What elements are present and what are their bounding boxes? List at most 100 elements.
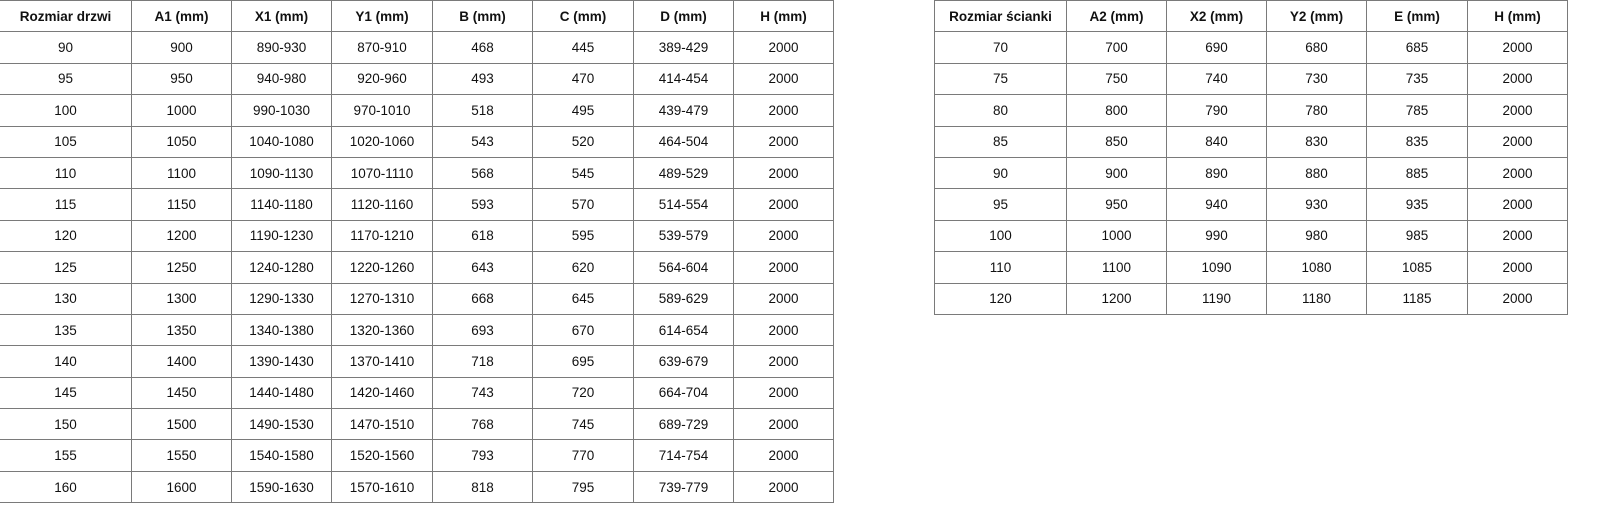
column-header: E (mm)	[1366, 0, 1468, 33]
table-cell: 130	[0, 282, 132, 315]
table-cell: 668	[432, 282, 533, 315]
table-cell: 100	[934, 219, 1067, 253]
table-cell: 1440-1480	[231, 376, 332, 410]
table-row: 160 1600 1590-1630 1570-1610 818 795 739-779 20…	[0, 470, 834, 504]
table-row: 95 950 940 930 935 2000	[934, 188, 1568, 221]
table-cell: 2000	[1467, 125, 1568, 158]
table-cell: 743	[432, 376, 533, 410]
table-cell: 935	[1366, 188, 1468, 221]
table-cell: 1450	[131, 376, 232, 410]
table-cell: 2000	[1467, 94, 1568, 127]
table-cell: 1320-1360	[331, 313, 433, 347]
table-cell: 2000	[733, 470, 834, 504]
table-cell: 1000	[131, 94, 232, 127]
column-header: A2 (mm)	[1066, 0, 1167, 33]
table-cell: 1090	[1166, 251, 1267, 284]
table-cell: 645	[532, 282, 634, 315]
table-cell: 1370-1410	[331, 345, 433, 378]
table-cell: 690	[1166, 31, 1267, 64]
table-cell: 2000	[1467, 31, 1568, 64]
table-cell: 2000	[733, 62, 834, 96]
table-cell: 790	[1166, 94, 1267, 127]
table-cell: 890	[1166, 156, 1267, 190]
table-row: 130 1300 1290-1330 1270-1310 668 645 589-629 20…	[0, 282, 834, 315]
table-cell: 1070-1110	[331, 156, 433, 190]
table-row: 75 750 740 730 735 2000	[934, 62, 1568, 96]
table-cell: 115	[0, 188, 132, 221]
table-cell: 770	[532, 439, 634, 472]
table-cell: 90	[934, 156, 1067, 190]
table-cell: 514-554	[633, 188, 734, 221]
table-cell: 85	[934, 125, 1067, 158]
table-cell: 900	[131, 31, 232, 64]
table-cell: 880	[1266, 156, 1367, 190]
table-cell: 1500	[131, 408, 232, 441]
table-cell: 1470-1510	[331, 408, 433, 441]
table-cell: 470	[532, 62, 634, 96]
table-cell: 2000	[733, 31, 834, 64]
table-cell: 1090-1130	[231, 156, 332, 190]
header-row: Rozmiar ścianki A2 (mm) X2 (mm) Y2 (mm) E (m…	[934, 0, 1568, 33]
table-cell: 614-654	[633, 313, 734, 347]
column-header: D (mm)	[633, 0, 734, 33]
table-cell: 155	[0, 439, 132, 472]
table-cell: 664-704	[633, 376, 734, 410]
table-cell: 1100	[131, 156, 232, 190]
table-cell: 768	[432, 408, 533, 441]
table-cell: 595	[532, 219, 634, 253]
table-cell: 1050	[131, 125, 232, 158]
table-cell: 730	[1266, 62, 1367, 96]
table-cell: 135	[0, 313, 132, 347]
table-cell: 780	[1266, 94, 1367, 127]
table-cell: 1250	[131, 251, 232, 284]
table-cell: 518	[432, 94, 533, 127]
table-cell: 1190	[1166, 282, 1267, 315]
table-row: 85 850 840 830 835 2000	[934, 125, 1568, 158]
column-header: Y2 (mm)	[1266, 0, 1367, 33]
table-cell: 930	[1266, 188, 1367, 221]
table-cell: 564-604	[633, 251, 734, 284]
table-cell: 1185	[1366, 282, 1468, 315]
table-cell: 735	[1366, 62, 1468, 96]
table-cell: 2000	[733, 94, 834, 127]
column-header: X2 (mm)	[1166, 0, 1267, 33]
table-cell: 125	[0, 251, 132, 284]
table-cell: 110	[0, 156, 132, 190]
table-cell: 1340-1380	[231, 313, 332, 347]
table-row: 105 1050 1040-1080 1020-1060 543 520 464-504 20…	[0, 125, 834, 158]
table-cell: 545	[532, 156, 634, 190]
table-cell: 1540-1580	[231, 439, 332, 472]
column-header: H (mm)	[733, 0, 834, 33]
table-cell: 785	[1366, 94, 1468, 127]
table-cell: 850	[1066, 125, 1167, 158]
table-row: 120 1200 1190-1230 1170-1210 618 595 539-579 20…	[0, 219, 834, 253]
table-cell: 700	[1066, 31, 1167, 64]
table-cell: 689-729	[633, 408, 734, 441]
table-cell: 793	[432, 439, 533, 472]
table-cell: 1570-1610	[331, 470, 433, 504]
table-cell: 2000	[733, 219, 834, 253]
table-cell: 445	[532, 31, 634, 64]
table-cell: 1490-1530	[231, 408, 332, 441]
column-header: C (mm)	[532, 0, 634, 33]
table-cell: 970-1010	[331, 94, 433, 127]
table-cell: 140	[0, 345, 132, 378]
table-cell: 539-579	[633, 219, 734, 253]
table-cell: 620	[532, 251, 634, 284]
table-cell: 489-529	[633, 156, 734, 190]
table-cell: 145	[0, 376, 132, 410]
table-cell: 2000	[1467, 282, 1568, 315]
column-header: A1 (mm)	[131, 0, 232, 33]
table-cell: 150	[0, 408, 132, 441]
table-cell: 950	[1066, 188, 1167, 221]
table-cell: 740	[1166, 62, 1267, 96]
table-cell: 1200	[1066, 282, 1167, 315]
table-cell: 1600	[131, 470, 232, 504]
table-cell: 70	[934, 31, 1067, 64]
wall-sizes-table: Rozmiar ścianki A2 (mm) X2 (mm) Y2 (mm) E (m…	[934, 0, 1568, 315]
table-cell: 2000	[733, 439, 834, 472]
table-row: 155 1550 1540-1580 1520-1560 793 770 714-754 20…	[0, 439, 834, 472]
table-cell: 493	[432, 62, 533, 96]
table-cell: 985	[1366, 219, 1468, 253]
table-cell: 980	[1266, 219, 1367, 253]
